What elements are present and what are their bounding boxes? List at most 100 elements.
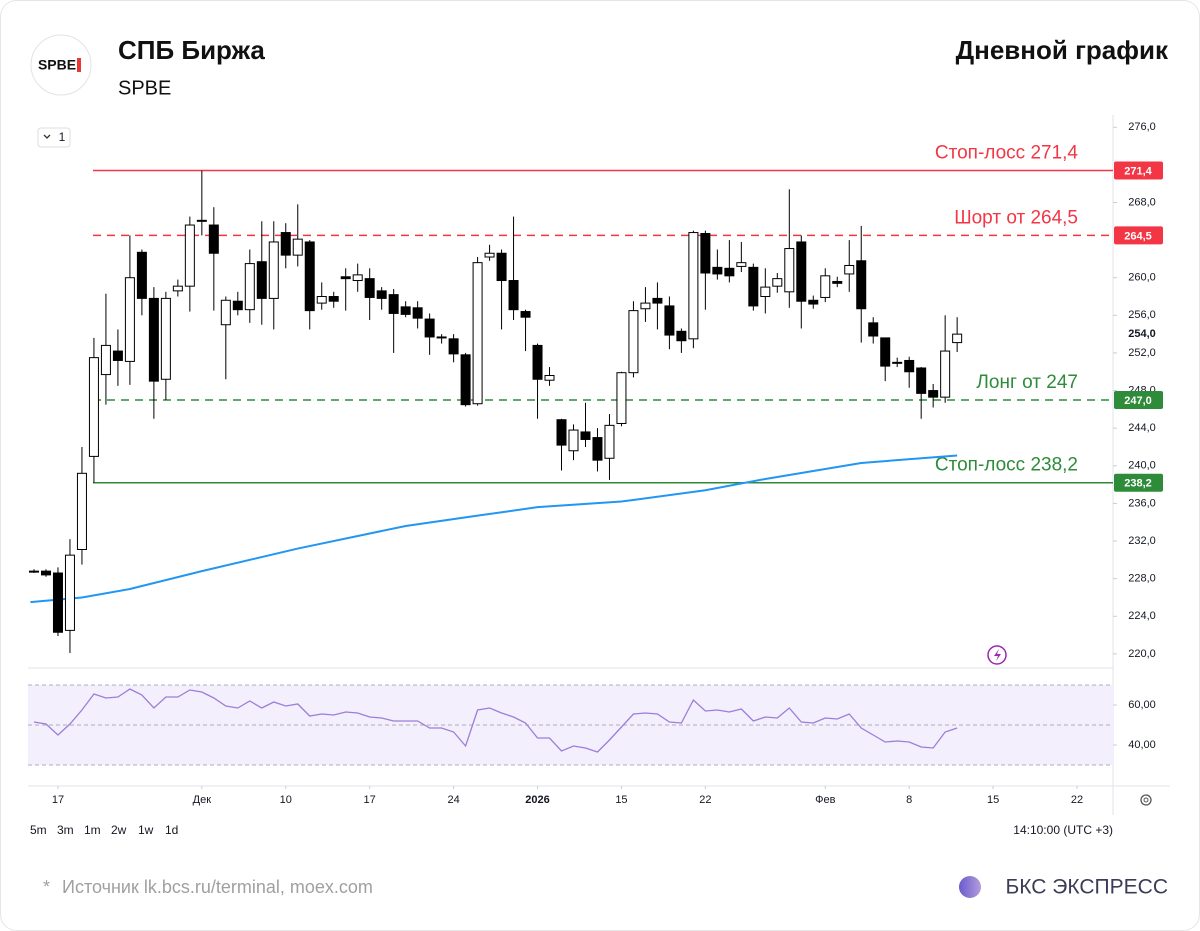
candle-body — [268, 241, 279, 299]
candle-body — [892, 361, 903, 364]
range-button[interactable]: 1w — [138, 823, 154, 837]
candle-body — [772, 278, 783, 287]
interval: 1 — [59, 130, 66, 144]
candle-body — [76, 472, 87, 551]
level-badge — [1114, 161, 1163, 180]
y-tick-label: 244,0 — [1128, 422, 1156, 434]
settings-core — [1143, 797, 1149, 803]
rsi-tick-label: 40,00 — [1128, 739, 1156, 751]
x-tick-label: 22 — [1071, 794, 1083, 806]
candle-body — [652, 297, 663, 304]
rsi-line — [33, 688, 958, 753]
candle-body — [664, 305, 675, 336]
candle-body — [940, 350, 951, 398]
candle-body — [796, 241, 807, 302]
source-mark: * — [43, 877, 50, 897]
candle-body — [916, 367, 927, 394]
y-tick-label: 236,0 — [1128, 497, 1156, 509]
candle-body — [748, 266, 759, 307]
source: Источник lk.bcs.ru/terminal, moex.com — [62, 877, 373, 897]
candle-body — [688, 232, 699, 340]
candle-body — [640, 302, 651, 310]
candle-body — [784, 248, 795, 293]
settings[interactable] — [1140, 794, 1152, 806]
chevron — [43, 134, 51, 139]
candle-body — [352, 274, 363, 282]
y-tick-label: 260,0 — [1128, 272, 1156, 284]
candle-body — [868, 322, 879, 337]
range-button[interactable]: 2w — [111, 823, 127, 837]
candle-body — [712, 266, 723, 275]
level-badge — [1114, 390, 1163, 409]
candle-body — [472, 262, 483, 405]
candle-body — [808, 299, 819, 305]
candle-body — [232, 300, 243, 311]
candle-body — [136, 251, 147, 299]
candle-body — [436, 336, 447, 339]
candle-body — [40, 570, 51, 576]
candle-body — [568, 429, 579, 452]
candle-body — [28, 570, 39, 573]
range-button[interactable]: 5m — [30, 823, 47, 837]
candle-body — [880, 337, 891, 367]
level-label: Стоп-лосс 271,4 — [935, 143, 1079, 164]
x-tick-label: Дек — [193, 794, 212, 806]
candle-body — [316, 296, 327, 304]
range-button[interactable]: 1m — [84, 823, 101, 837]
ticker: SPBE — [118, 77, 171, 99]
level-label: Стоп-лосс 238,2 — [935, 455, 1078, 476]
candle-body — [328, 296, 339, 302]
candle-body — [208, 224, 219, 254]
candle-body — [388, 294, 399, 314]
moving-average — [30, 454, 958, 604]
candle-body — [604, 424, 615, 459]
y-tick-label: 224,0 — [1128, 610, 1156, 622]
candle-body — [256, 261, 267, 299]
candle-body — [124, 277, 135, 362]
rsi-tick-label: 60,00 — [1128, 699, 1156, 711]
x-tick-label: 24 — [447, 794, 459, 806]
level-badge-label: 238,2 — [1124, 478, 1152, 490]
candle-body — [364, 278, 375, 298]
last-price: 254,0 — [1128, 328, 1156, 340]
candle-body — [64, 554, 75, 631]
x-tick-label: 17 — [364, 794, 376, 806]
range-button[interactable]: 1d — [165, 823, 178, 837]
x-tick-label: 15 — [615, 794, 627, 806]
candle-body — [172, 285, 183, 292]
candle-body — [544, 375, 555, 381]
candle-body — [112, 350, 123, 361]
x-tick-label: 2026 — [525, 794, 549, 806]
candle-body — [280, 232, 291, 256]
time: 14:10:00 (UTC +3) — [1013, 823, 1113, 837]
y-tick-label: 232,0 — [1128, 535, 1156, 547]
y-tick-label: 276,0 — [1128, 121, 1156, 133]
candle-body — [400, 306, 411, 315]
x-tick-label: 15 — [987, 794, 999, 806]
candle-body — [952, 333, 963, 344]
candle-body — [904, 359, 915, 373]
lightning — [994, 649, 1001, 661]
candle-body — [220, 299, 231, 326]
candle-body — [340, 276, 351, 280]
range-button[interactable]: 3m — [57, 823, 74, 837]
x-tick-label: 10 — [280, 794, 292, 806]
x-tick-label: 22 — [699, 794, 711, 806]
candle-body — [496, 252, 507, 282]
level-label: Шорт от 264,5 — [954, 207, 1078, 228]
y-tick-label: 268,0 — [1128, 196, 1156, 208]
candle-body — [844, 264, 855, 275]
candle-body — [52, 572, 63, 633]
brand: БКС ЭКСПРЕСС — [1006, 876, 1168, 899]
logo-circle — [30, 34, 92, 96]
candle-body — [244, 263, 255, 311]
candle-body — [820, 275, 831, 298]
candle-body — [100, 344, 111, 376]
candle-body — [736, 262, 747, 267]
candle-body — [760, 286, 771, 298]
level-label: Лонг от 247 — [976, 372, 1078, 393]
interval-box[interactable] — [37, 127, 71, 148]
level-badge — [1114, 473, 1163, 492]
candle-body — [412, 307, 423, 319]
